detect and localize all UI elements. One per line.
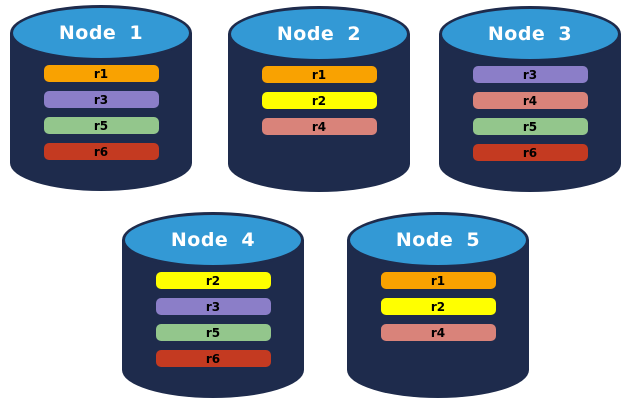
node-top-ellipse: Node 1 [10,5,192,61]
replica-bar-label: r1 [93,66,109,81]
replica-bar-label: r5 [205,325,221,340]
replica-bar-label: r5 [522,119,538,134]
replica-bar: r6 [43,143,159,160]
replica-bar-label: r1 [430,273,446,288]
node-cylinder: Node 3 r3 r4 r5 r6 [439,6,621,192]
replica-bar-list: r2 r3 r5 r6 [122,272,304,367]
replica-bar-list: r1 r2 r4 [347,272,529,341]
replica-bar: r1 [261,66,377,83]
replica-bar: r1 [43,65,159,82]
node-top-ellipse: Node 4 [122,212,304,268]
replica-bar-label: r3 [93,92,109,107]
replica-bar: r3 [472,66,588,83]
replica-bar: r6 [155,350,271,367]
replica-bar: r5 [43,117,159,134]
replica-bar: r3 [155,298,271,315]
node-top-ellipse: Node 3 [439,6,621,62]
replica-bar-label: r6 [205,351,221,366]
replica-bar-label: r5 [93,118,109,133]
replica-bar-label: r6 [522,145,538,160]
replica-bar: r1 [380,272,496,289]
replica-bar: r2 [261,92,377,109]
replica-bar-label: r6 [93,144,109,159]
replica-bar-label: r2 [430,299,446,314]
replica-bar: r2 [380,298,496,315]
replica-bar-label: r2 [311,93,327,108]
node-cylinder: Node 5 r1 r2 r4 [347,212,529,398]
replica-bar: r5 [472,118,588,135]
node-top-ellipse: Node 5 [347,212,529,268]
node-cylinder: Node 4 r2 r3 r5 r6 [122,212,304,398]
replica-bar-label: r3 [205,299,221,314]
replica-bar: r3 [43,91,159,108]
replica-bar-list: r3 r4 r5 r6 [439,66,621,161]
replica-bar: r4 [261,118,377,135]
replica-bar: r6 [472,144,588,161]
node-label: Node 3 [487,22,573,45]
replica-bar: r2 [155,272,271,289]
replica-bar-label: r2 [205,273,221,288]
node-label: Node 4 [170,228,256,251]
replica-bar: r4 [380,324,496,341]
node-cylinder: Node 2 r1 r2 r4 [228,6,410,192]
replica-bar-list: r1 r3 r5 r6 [10,65,192,160]
node-label: Node 2 [276,22,362,45]
replica-bar-label: r4 [311,119,327,134]
replica-bar-label: r1 [311,67,327,82]
node-top-ellipse: Node 2 [228,6,410,62]
replica-bar-list: r1 r2 r4 [228,66,410,135]
replica-bar: r4 [472,92,588,109]
node-label: Node 5 [395,228,481,251]
replica-bar-label: r3 [522,67,538,82]
node-label: Node 1 [58,21,144,44]
node-cylinder: Node 1 r1 r3 r5 r6 [10,5,192,191]
replica-bar-label: r4 [522,93,538,108]
replica-bar: r5 [155,324,271,341]
replica-bar-label: r4 [430,325,446,340]
